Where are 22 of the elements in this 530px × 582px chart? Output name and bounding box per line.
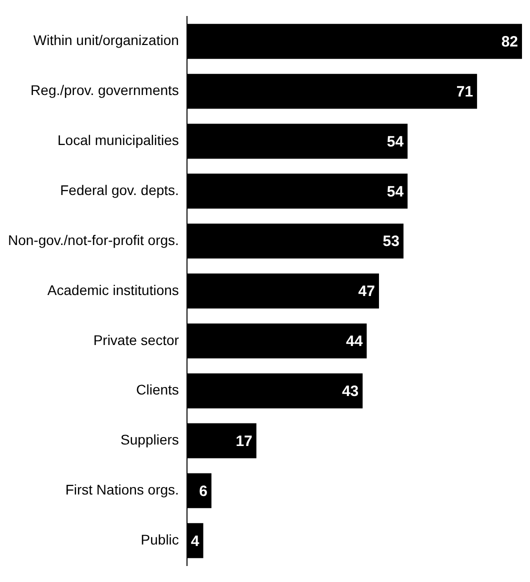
- y-tick-label: Non-gov./not-for-profit orgs.: [8, 232, 179, 248]
- data-label: 17: [236, 432, 252, 450]
- data-label: 54: [386, 183, 404, 200]
- data-label: 71: [456, 83, 474, 100]
- y-tick-label: Clients: [136, 382, 179, 398]
- data-label: 44: [346, 333, 364, 350]
- y-tick-label: Local municipalities: [58, 132, 179, 148]
- y-tick-label: Within unit/organization: [33, 32, 179, 48]
- y-tick-label: First Nations orgs.: [65, 482, 179, 498]
- y-tick-label: Federal gov. depts.: [60, 182, 179, 198]
- y-tick-label: Public: [140, 531, 179, 548]
- y-tick-label: Private sector: [93, 332, 180, 348]
- data-label: 4: [190, 532, 200, 550]
- data-label: 43: [342, 382, 359, 400]
- y-tick-label: Academic institutions: [47, 282, 179, 298]
- y-tick-label: Reg./prov. governments: [30, 82, 179, 98]
- data-label: 6: [199, 482, 208, 500]
- data-label: 53: [382, 233, 400, 250]
- y-tick-label: Suppliers: [120, 432, 179, 448]
- data-label: 82: [501, 34, 518, 51]
- data-label: 47: [358, 283, 375, 300]
- data-label: 54: [386, 133, 404, 150]
